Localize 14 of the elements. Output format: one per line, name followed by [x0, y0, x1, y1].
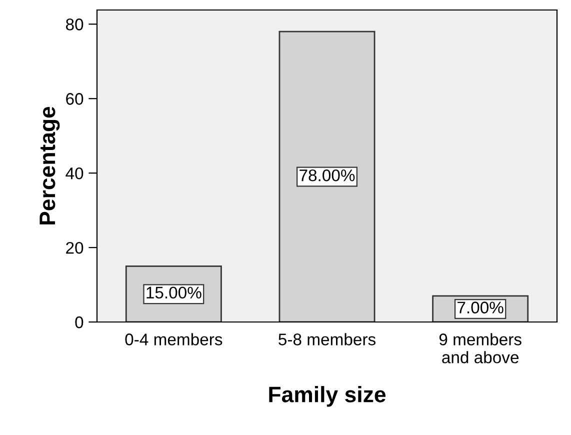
y-tick-label: 60: [66, 93, 84, 105]
x-axis-title: Family size: [269, 386, 386, 407]
data-label: 15.00%: [146, 286, 202, 299]
data-label: 7.00%: [458, 302, 504, 314]
x-tick-label: 9 members and above: [439, 333, 522, 364]
data-label: 78.00%: [300, 169, 355, 182]
y-tick-label: 80: [66, 18, 84, 30]
x-tick-label: 5-8 members: [278, 333, 376, 346]
y-tick-label: 40: [66, 167, 84, 180]
y-tick-label: 0: [75, 316, 84, 328]
bar: [278, 30, 376, 322]
y-tick-label: 20: [66, 242, 84, 254]
x-tick-label: 0-4 members: [125, 333, 222, 346]
y-axis-title: Percentage: [40, 106, 60, 224]
